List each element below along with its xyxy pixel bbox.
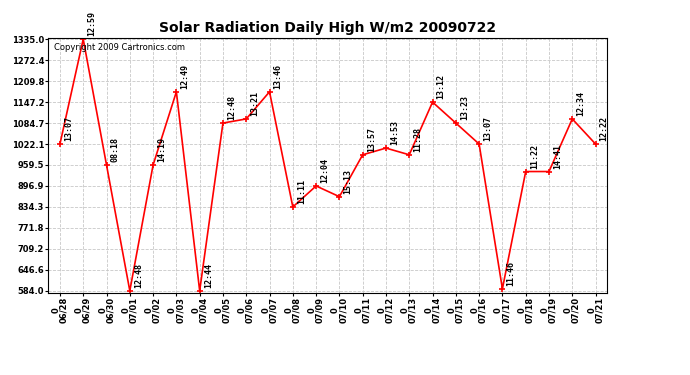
Text: 13:07: 13:07 <box>483 116 492 141</box>
Text: 11:28: 11:28 <box>413 127 422 152</box>
Text: 12:48: 12:48 <box>227 95 236 120</box>
Text: 11:11: 11:11 <box>297 179 306 204</box>
Text: 12:49: 12:49 <box>181 64 190 89</box>
Text: 13:12: 13:12 <box>437 74 446 99</box>
Title: Solar Radiation Daily High W/m2 20090722: Solar Radiation Daily High W/m2 20090722 <box>159 21 496 35</box>
Text: 13:07: 13:07 <box>64 116 73 141</box>
Text: 08:18: 08:18 <box>110 137 119 162</box>
Text: 13:21: 13:21 <box>250 91 259 116</box>
Text: 14:41: 14:41 <box>553 144 562 169</box>
Text: 11:46: 11:46 <box>506 261 515 286</box>
Text: 12:44: 12:44 <box>204 263 213 288</box>
Text: 12:34: 12:34 <box>576 91 585 116</box>
Text: 14:19: 14:19 <box>157 137 166 162</box>
Text: 12:04: 12:04 <box>320 158 329 183</box>
Text: 13:46: 13:46 <box>274 64 283 89</box>
Text: 12:48: 12:48 <box>134 263 143 288</box>
Text: 14:53: 14:53 <box>390 120 399 145</box>
Text: 12:59: 12:59 <box>88 11 97 36</box>
Text: 12:22: 12:22 <box>600 116 609 141</box>
Text: 15:13: 15:13 <box>344 169 353 194</box>
Text: Copyright 2009 Cartronics.com: Copyright 2009 Cartronics.com <box>54 43 185 52</box>
Text: 13:57: 13:57 <box>367 127 376 152</box>
Text: 11:22: 11:22 <box>530 144 539 169</box>
Text: 13:23: 13:23 <box>460 95 469 120</box>
